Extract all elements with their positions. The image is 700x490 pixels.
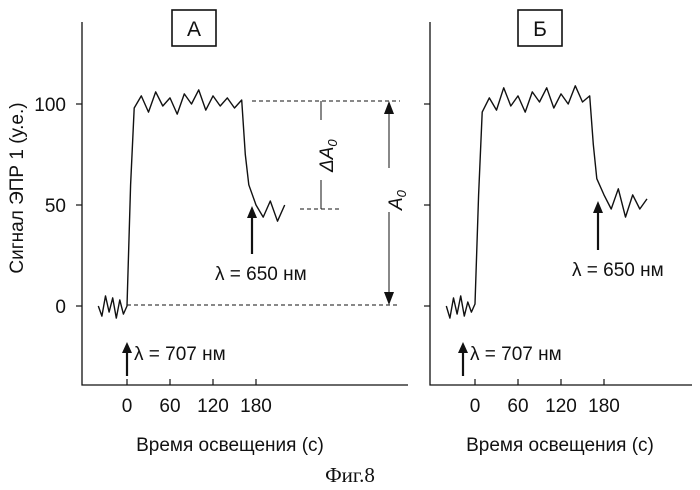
x-tick-label: 180: [240, 396, 272, 417]
x-tick-label: 0: [122, 396, 133, 417]
y-tick-label: 100: [34, 95, 66, 116]
delta-a0-subscript: 0: [325, 139, 340, 147]
a0-label: A0: [386, 189, 409, 211]
panel-a-y-ticks: 100 50 0: [34, 95, 82, 318]
x-tick-label: 0: [470, 396, 481, 417]
delta-a0-symbol: ΔA: [317, 147, 338, 173]
panel-b-axes: [430, 22, 692, 385]
panel-a-label: А: [187, 18, 201, 41]
bleach-label: λ = 650 нм: [215, 264, 307, 285]
panel-a-axes: [82, 22, 408, 385]
panel-a: 100 50 0 0 60 120 180 Время освещения (с…: [34, 10, 409, 456]
bleach-arrowhead: [247, 206, 257, 218]
bleach-label: λ = 650 нм: [572, 260, 664, 281]
epr-signal-trace: [446, 86, 647, 318]
a0-arrowhead-down: [384, 292, 394, 305]
a0-arrowhead-up: [384, 101, 394, 114]
panel-b: 0 60 120 180 Время освещения (с) Б λ = 7…: [424, 10, 692, 456]
x-tick-label: 120: [545, 396, 577, 417]
a0-dimension: A0: [384, 101, 409, 305]
a0-subscript: 0: [394, 189, 409, 197]
excitation-label: λ = 707 нм: [134, 344, 226, 365]
y-tick-label: 50: [45, 196, 66, 217]
x-tick-label: 180: [588, 396, 620, 417]
y-tick-label: 0: [55, 297, 66, 318]
figure-caption: Фиг.8: [325, 463, 375, 487]
x-axis-label: Время освещения (с): [466, 435, 654, 456]
x-tick-label: 60: [507, 396, 528, 417]
y-axis-label: Сигнал ЭПР 1 (у.е.): [7, 102, 28, 273]
panel-b-y-ticks: [424, 104, 430, 306]
delta-a0-label: ΔA0: [317, 139, 340, 173]
x-axis-label: Время освещения (с): [136, 435, 324, 456]
x-tick-label: 60: [159, 396, 180, 417]
x-tick-label: 120: [197, 396, 229, 417]
excitation-label: λ = 707 нм: [470, 344, 562, 365]
excitation-arrowhead: [458, 342, 468, 353]
bleach-arrowhead: [593, 201, 603, 213]
panel-b-label: Б: [533, 18, 547, 41]
excitation-arrowhead: [122, 342, 132, 353]
a0-symbol: A: [386, 197, 407, 211]
delta-a0-dimension: ΔA0: [317, 101, 340, 209]
